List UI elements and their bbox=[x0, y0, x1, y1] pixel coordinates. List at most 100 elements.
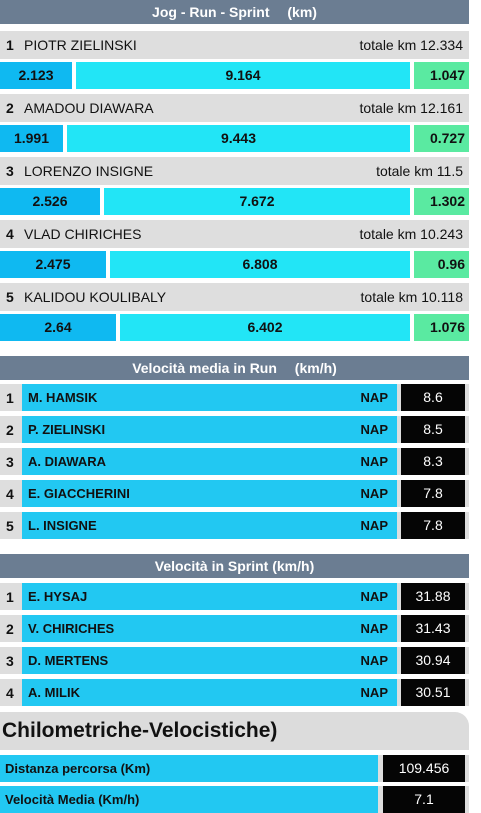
section-header-sprint-speed: Velocità in Sprint (km/h) bbox=[0, 554, 469, 578]
row-team: NAP bbox=[360, 390, 388, 405]
row-team: NAP bbox=[360, 685, 388, 700]
jog-bar: 2.123 bbox=[0, 62, 72, 89]
row-bar: M. HAMSIK NAP bbox=[22, 384, 397, 411]
row-player: A. MILIK bbox=[28, 685, 80, 700]
sprint-bar: 1.302 bbox=[414, 188, 469, 215]
row-rank: 4 bbox=[6, 685, 14, 701]
section-header-jog-run-sprint: Jog - Run - Sprint (km) bbox=[0, 0, 469, 24]
section-title: Velocità media in Run bbox=[132, 360, 277, 376]
run-bar: 7.672 bbox=[104, 188, 410, 215]
summary-value: 109.456 bbox=[383, 755, 465, 782]
row-player: M. HAMSIK bbox=[28, 390, 98, 405]
row-rank: 1 bbox=[6, 589, 14, 605]
summary-title: Chilometriche-Velocistiche) bbox=[0, 712, 469, 750]
table-row: 5 L. INSIGNE NAP 7.8 bbox=[0, 512, 469, 539]
row-bar: A. DIAWARA NAP bbox=[22, 448, 397, 475]
row-value: 31.88 bbox=[401, 583, 465, 610]
table-row: 2 V. CHIRICHES NAP 31.43 bbox=[0, 615, 469, 642]
player-bars: 2.64 6.402 1.076 bbox=[0, 314, 469, 341]
row-bar: V. CHIRICHES NAP bbox=[22, 615, 397, 642]
sprint-bar: 0.727 bbox=[414, 125, 469, 152]
player-total: totale km 10.118 bbox=[360, 289, 463, 305]
row-value: 30.94 bbox=[401, 647, 465, 674]
row-value: 8.6 bbox=[401, 384, 465, 411]
player-rank: 2 bbox=[6, 100, 14, 116]
row-value: 31.43 bbox=[401, 615, 465, 642]
row-team: NAP bbox=[360, 621, 388, 636]
row-player: V. CHIRICHES bbox=[28, 621, 115, 636]
row-player: P. ZIELINSKI bbox=[28, 422, 106, 437]
section-unit: (km/h) bbox=[294, 360, 337, 376]
player-name: KALIDOU KOULIBALY bbox=[24, 289, 167, 305]
table-row: 1 M. HAMSIK NAP 8.6 bbox=[0, 384, 469, 411]
sprint-bar: 1.047 bbox=[414, 62, 469, 89]
row-rank: 3 bbox=[6, 454, 14, 470]
row-team: NAP bbox=[360, 454, 388, 469]
row-value: 7.8 bbox=[401, 512, 465, 539]
section-title: Velocità in Sprint (km/h) bbox=[154, 558, 315, 574]
player-bars: 1.991 9.443 0.727 bbox=[0, 125, 469, 152]
section-header-run-speed: Velocità media in Run (km/h) bbox=[0, 356, 469, 380]
sprint-bar: 1.076 bbox=[414, 314, 469, 341]
row-rank: 1 bbox=[6, 390, 14, 406]
row-player: A. DIAWARA bbox=[28, 454, 106, 469]
player-name: LORENZO INSIGNE bbox=[24, 163, 154, 179]
row-bar: Distanza percorsa (Km) bbox=[0, 755, 378, 782]
row-rank: 3 bbox=[6, 653, 14, 669]
player-bars: 2.526 7.672 1.302 bbox=[0, 188, 469, 215]
row-bar: L. INSIGNE NAP bbox=[22, 512, 397, 539]
jog-bar: 1.991 bbox=[0, 125, 63, 152]
row-rank: 5 bbox=[6, 518, 14, 534]
table-row: 3 D. MERTENS NAP 30.94 bbox=[0, 647, 469, 674]
run-bar: 6.402 bbox=[120, 314, 410, 341]
player-total: totale km 11.5 bbox=[376, 163, 463, 179]
row-rank: 2 bbox=[6, 422, 14, 438]
row-player: L. INSIGNE bbox=[28, 518, 97, 533]
row-rank: 4 bbox=[6, 486, 14, 502]
row-team: NAP bbox=[360, 589, 388, 604]
run-bar: 9.164 bbox=[76, 62, 410, 89]
summary-label: Distanza percorsa (Km) bbox=[5, 761, 151, 776]
row-bar: D. MERTENS NAP bbox=[22, 647, 397, 674]
row-rank: 2 bbox=[6, 621, 14, 637]
player-bars: 2.475 6.808 0.96 bbox=[0, 251, 469, 278]
player-rank: 1 bbox=[6, 37, 14, 53]
row-value: 8.3 bbox=[401, 448, 465, 475]
row-bar: E. HYSAJ NAP bbox=[22, 583, 397, 610]
row-bar: A. MILIK NAP bbox=[22, 679, 397, 706]
player-row: 2 AMADOU DIAWARA totale km 12.161 bbox=[0, 94, 469, 122]
jog-bar: 2.475 bbox=[0, 251, 106, 278]
row-team: NAP bbox=[360, 653, 388, 668]
row-player: E. GIACCHERINI bbox=[28, 486, 130, 501]
player-rank: 5 bbox=[6, 289, 14, 305]
table-row: 2 P. ZIELINSKI NAP 8.5 bbox=[0, 416, 469, 443]
table-row: 1 E. HYSAJ NAP 31.88 bbox=[0, 583, 469, 610]
player-row: 5 KALIDOU KOULIBALY totale km 10.118 bbox=[0, 283, 469, 311]
player-rank: 4 bbox=[6, 226, 14, 242]
row-bar: P. ZIELINSKI NAP bbox=[22, 416, 397, 443]
sprint-bar: 0.96 bbox=[414, 251, 469, 278]
table-row: 4 A. MILIK NAP 30.51 bbox=[0, 679, 469, 706]
player-bars: 2.123 9.164 1.047 bbox=[0, 62, 469, 89]
row-team: NAP bbox=[360, 422, 388, 437]
player-name: PIOTR ZIELINSKI bbox=[24, 37, 137, 53]
row-bar: E. GIACCHERINI NAP bbox=[22, 480, 397, 507]
run-bar: 9.443 bbox=[67, 125, 410, 152]
jog-bar: 2.526 bbox=[0, 188, 100, 215]
row-value: 30.51 bbox=[401, 679, 465, 706]
section-title: Jog - Run - Sprint bbox=[152, 4, 270, 20]
section-unit: (km) bbox=[287, 4, 317, 20]
player-name: AMADOU DIAWARA bbox=[24, 100, 154, 116]
row-value: 8.5 bbox=[401, 416, 465, 443]
run-bar: 6.808 bbox=[110, 251, 410, 278]
table-row: 4 E. GIACCHERINI NAP 7.8 bbox=[0, 480, 469, 507]
player-row: 1 PIOTR ZIELINSKI totale km 12.334 bbox=[0, 31, 469, 59]
player-row: 3 LORENZO INSIGNE totale km 11.5 bbox=[0, 157, 469, 185]
player-row: 4 VLAD CHIRICHES totale km 10.243 bbox=[0, 220, 469, 248]
table-row: 3 A. DIAWARA NAP 8.3 bbox=[0, 448, 469, 475]
row-team: NAP bbox=[360, 518, 388, 533]
row-player: E. HYSAJ bbox=[28, 589, 88, 604]
row-player: D. MERTENS bbox=[28, 653, 109, 668]
player-rank: 3 bbox=[6, 163, 14, 179]
player-name: VLAD CHIRICHES bbox=[24, 226, 142, 242]
